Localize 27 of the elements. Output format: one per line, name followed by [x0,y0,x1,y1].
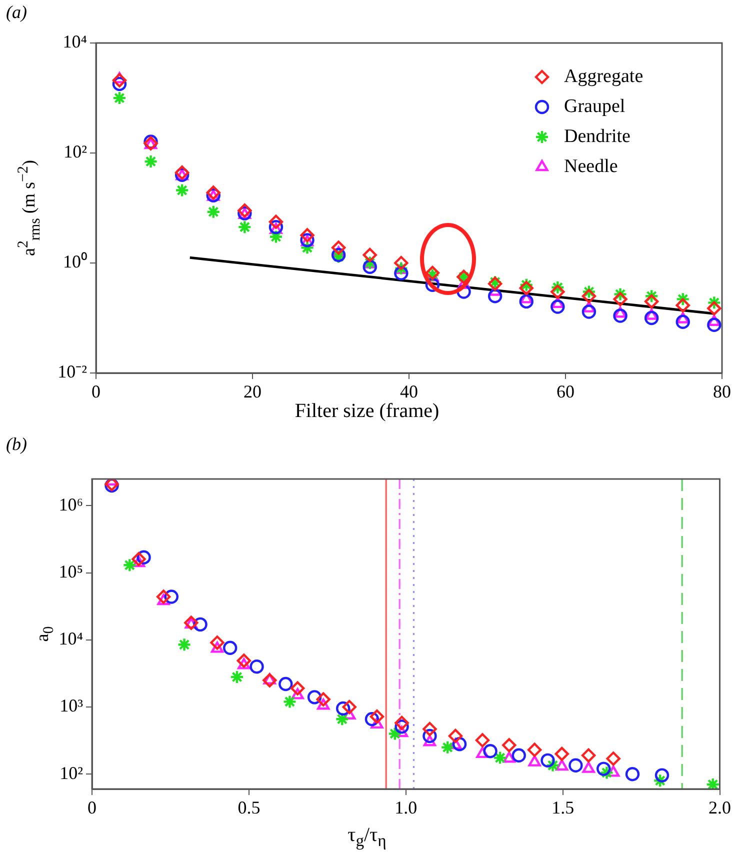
x-tick-label: 0.5 [238,798,260,818]
legend-label: Needle [564,156,618,177]
x-tick-label: 20 [244,382,262,402]
legend-label: Aggregate [564,66,644,87]
legend-label: Dendrite [564,126,630,147]
y-tick-label: 10³ [60,696,84,716]
y-tick-label: 10⁵ [58,562,83,582]
x-tick-label: 1.0 [394,798,418,818]
x-tick-label: 0 [88,798,96,818]
y-tick-label: 10⁻² [58,362,87,382]
y-tick-label: 10⁴ [62,32,87,52]
x-tick-label: 2.0 [708,798,731,818]
chart-title: (b) [6,434,27,455]
legend-label: Graupel [564,96,626,117]
y-tick-label: 10⁰ [63,252,87,272]
x-axis-title: Filter size (frame) [294,400,440,423]
x-tick-label: 60 [556,382,574,402]
chart-title: (a) [6,2,27,23]
x-tick-label: 40 [400,382,418,402]
x-tick-label: 0 [92,382,100,402]
y-tick-label: 10⁶ [58,494,83,514]
x-axis-title: τ$_{g}$/τ$_{η}$ [346,824,388,851]
x-tick-label: 1.5 [552,798,574,818]
y-tick-label: 10⁴ [58,628,83,649]
y-tick-label: 10² [64,142,87,162]
y-tick-label: 10² [60,762,83,783]
x-tick-label: 80 [713,382,731,402]
